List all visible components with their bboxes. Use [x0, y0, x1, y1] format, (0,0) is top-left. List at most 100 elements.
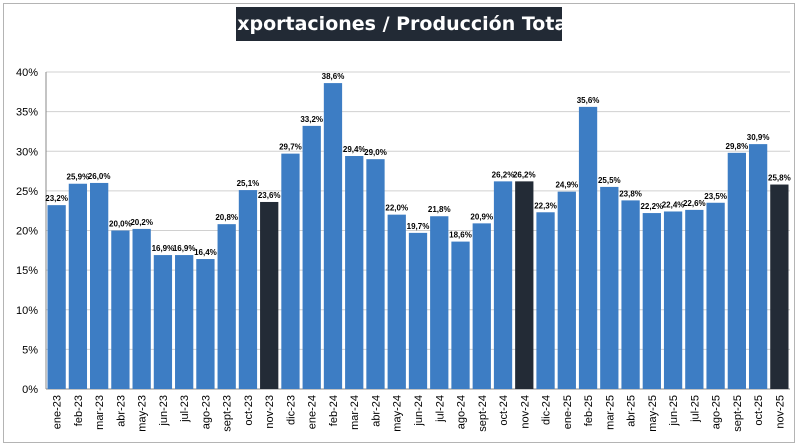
data-label: 16,9% — [173, 244, 196, 253]
bar-jul-25 — [685, 209, 704, 389]
data-label: 25,9% — [67, 173, 90, 182]
data-label: 38,6% — [322, 72, 345, 81]
bar-jul-24 — [430, 216, 449, 389]
data-label: 26,0% — [88, 172, 111, 181]
data-label: 21,8% — [428, 205, 451, 214]
x-tick-label: jun-23 — [158, 395, 170, 427]
bar-nov-23 — [260, 201, 279, 389]
y-tick-label: 25% — [16, 186, 38, 198]
x-tick-label: jul-25 — [689, 395, 701, 423]
x-tick-label: nov-24 — [519, 395, 531, 429]
data-label: 29,7% — [279, 143, 302, 152]
bar-jun-23 — [153, 255, 173, 389]
x-tick-label: mar-23 — [94, 395, 106, 430]
y-tick-label: 0% — [22, 384, 38, 396]
bar-ago-23 — [196, 259, 215, 389]
x-tick-label: ago-23 — [200, 395, 212, 429]
y-tick-label: 5% — [22, 344, 38, 356]
data-label: 33,2% — [300, 115, 323, 124]
x-tick-label: ago-24 — [456, 395, 468, 429]
x-tick-label: mar-24 — [349, 395, 361, 430]
bar-nov-25 — [770, 184, 789, 389]
chart-title: Exportaciones / Producción Total — [224, 13, 574, 35]
bar-sept-23 — [217, 224, 236, 389]
x-tick-label: mar-25 — [604, 395, 616, 430]
x-tick-label: sept-25 — [732, 395, 744, 432]
bar-dic-24 — [536, 212, 555, 389]
data-label: 18,6% — [449, 231, 472, 240]
x-tick-label: jun-25 — [668, 395, 680, 427]
data-label: 23,5% — [704, 192, 727, 201]
bar-ago-24 — [451, 241, 470, 389]
x-tick-label: ene-25 — [562, 395, 574, 429]
data-label: 24,9% — [555, 181, 578, 190]
data-label: 22,0% — [385, 204, 408, 213]
data-label: 29,8% — [726, 142, 749, 151]
x-tick-label: abr-24 — [370, 395, 382, 427]
bar-feb-24 — [323, 83, 343, 389]
x-tick-label: dic-23 — [285, 395, 297, 425]
bar-may-24 — [387, 214, 406, 389]
x-tick-label: feb-24 — [328, 395, 340, 426]
bar-abr-25 — [621, 200, 640, 389]
data-label: 16,9% — [152, 244, 175, 253]
x-tick-label: abr-23 — [115, 395, 127, 427]
x-tick-label: oct-23 — [243, 395, 255, 426]
x-tick-label: ene-23 — [52, 395, 64, 429]
x-tick-label: sept-24 — [477, 395, 489, 432]
x-tick-label: jun-24 — [413, 395, 425, 427]
data-label: 25,5% — [598, 176, 621, 185]
data-label: 25,8% — [768, 174, 791, 183]
bar-ene-23 — [47, 205, 66, 389]
y-tick-label: 10% — [16, 305, 38, 317]
bar-abr-23 — [111, 230, 130, 389]
data-label: 30,9% — [747, 133, 770, 142]
data-label: 25,1% — [237, 179, 260, 188]
bar-oct-23 — [238, 190, 258, 389]
bar-ene-24 — [302, 125, 321, 389]
bar-sept-24 — [472, 223, 491, 389]
x-tick-label: dic-24 — [541, 395, 553, 425]
data-label: 20,9% — [470, 212, 493, 221]
y-tick-label: 35% — [16, 107, 38, 119]
bar-may-23 — [132, 228, 151, 389]
data-label: 22,4% — [662, 200, 685, 209]
x-tick-label: abr-25 — [626, 395, 638, 427]
data-label: 19,7% — [407, 222, 430, 231]
x-tick-label: ene-24 — [307, 395, 319, 429]
data-label: 22,6% — [683, 199, 706, 208]
x-tick-label: sept-23 — [222, 395, 234, 432]
x-tick-label: oct-24 — [498, 395, 510, 426]
data-label: 26,2% — [492, 170, 515, 179]
y-tick-label: 15% — [16, 265, 38, 277]
data-label: 29,0% — [364, 148, 387, 157]
x-tick-label: feb-23 — [73, 395, 85, 426]
x-tick-label: feb-25 — [583, 395, 595, 426]
data-label: 35,6% — [577, 96, 600, 105]
x-tick-label: may-23 — [137, 395, 149, 432]
data-label: 20,0% — [109, 220, 132, 229]
data-label: 23,2% — [45, 194, 68, 203]
y-tick-label: 20% — [16, 226, 38, 238]
bar-mar-24 — [345, 156, 364, 389]
bar-ago-25 — [706, 202, 725, 389]
y-tick-label: 40% — [16, 67, 38, 79]
bar-feb-25 — [578, 106, 598, 390]
data-label: 20,8% — [215, 213, 238, 222]
bar-dic-23 — [281, 153, 300, 389]
bar-sept-25 — [727, 152, 746, 389]
x-tick-label: jul-23 — [179, 395, 191, 423]
x-tick-label: ago-25 — [711, 395, 723, 429]
data-label: 29,4% — [343, 145, 366, 154]
data-label: 22,2% — [640, 202, 663, 211]
y-tick-label: 30% — [16, 146, 38, 158]
data-label: 23,8% — [619, 189, 642, 198]
x-tick-label: nov-23 — [264, 395, 276, 429]
bar-jun-25 — [663, 211, 683, 389]
data-label: 22,3% — [534, 201, 557, 210]
data-label: 16,4% — [194, 248, 217, 257]
x-tick-label: may-24 — [392, 395, 404, 432]
bar-feb-23 — [68, 183, 88, 389]
bar-abr-24 — [366, 159, 385, 389]
